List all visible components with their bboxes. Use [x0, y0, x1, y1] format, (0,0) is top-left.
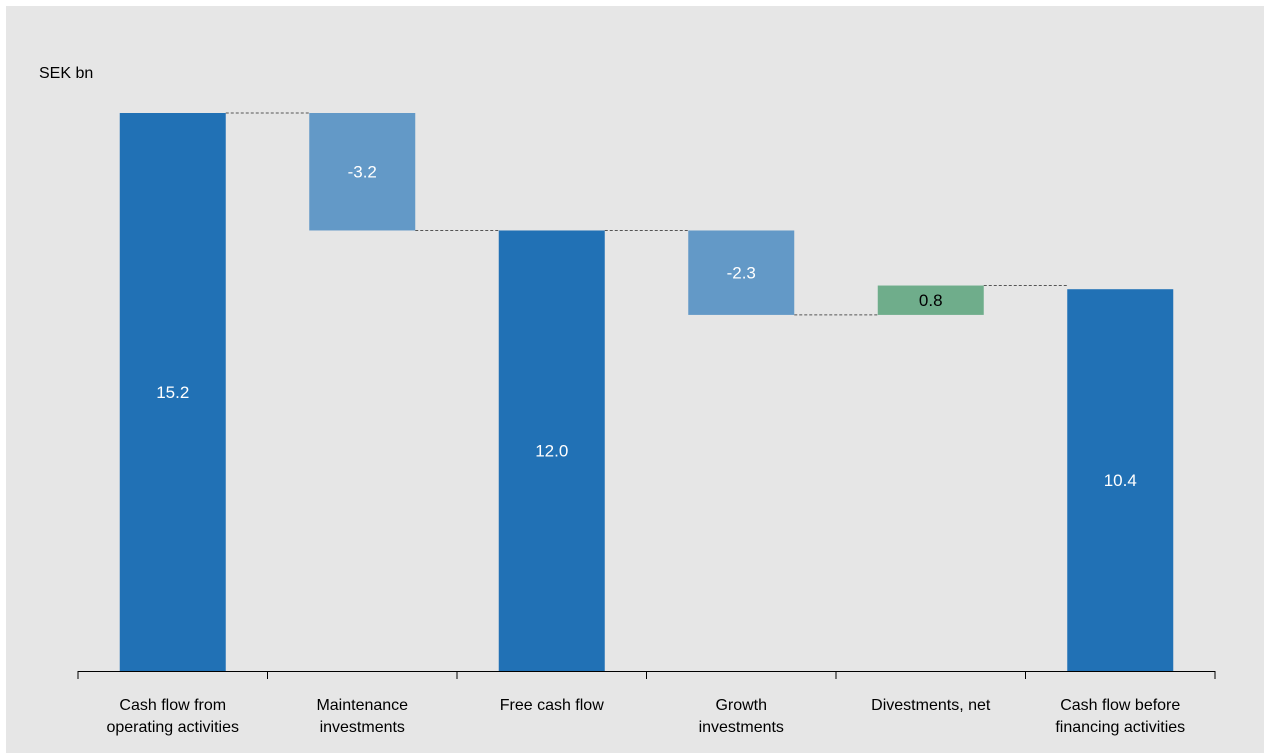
value-label: 12.0 — [535, 442, 568, 461]
bar-decrease — [309, 113, 416, 231]
bar-decrease — [688, 230, 795, 315]
value-label: 15.2 — [156, 383, 189, 402]
value-label: -2.3 — [727, 264, 756, 283]
waterfall-chart: 15.2 -3.2 12.0 -2.3 0.8 10.4 Cash flow from ope… — [77, 112, 1216, 736]
category-label: Free cash flow — [500, 697, 604, 714]
unit-label: SEK bn — [39, 65, 94, 82]
value-label: 10.4 — [1104, 471, 1137, 490]
bar-total — [119, 113, 226, 671]
value-label: 0.8 — [919, 291, 943, 310]
value-label: -3.2 — [348, 163, 377, 182]
category-label: Divestments, net — [871, 697, 991, 714]
category-label: Growth investments — [699, 697, 784, 736]
category-label: Cash flow from operating activities — [106, 697, 239, 736]
category-label: Cash flow before financing activities — [1055, 697, 1185, 736]
bar-total — [498, 230, 605, 671]
bar-total — [1067, 289, 1174, 671]
chart-panel: SEK bn 15.2 -3.2 12.0 -2.3 0.8 10.4 Cash flow … — [6, 6, 1264, 753]
bar-increase — [877, 285, 984, 315]
category-label: Maintenance investments — [316, 697, 408, 736]
